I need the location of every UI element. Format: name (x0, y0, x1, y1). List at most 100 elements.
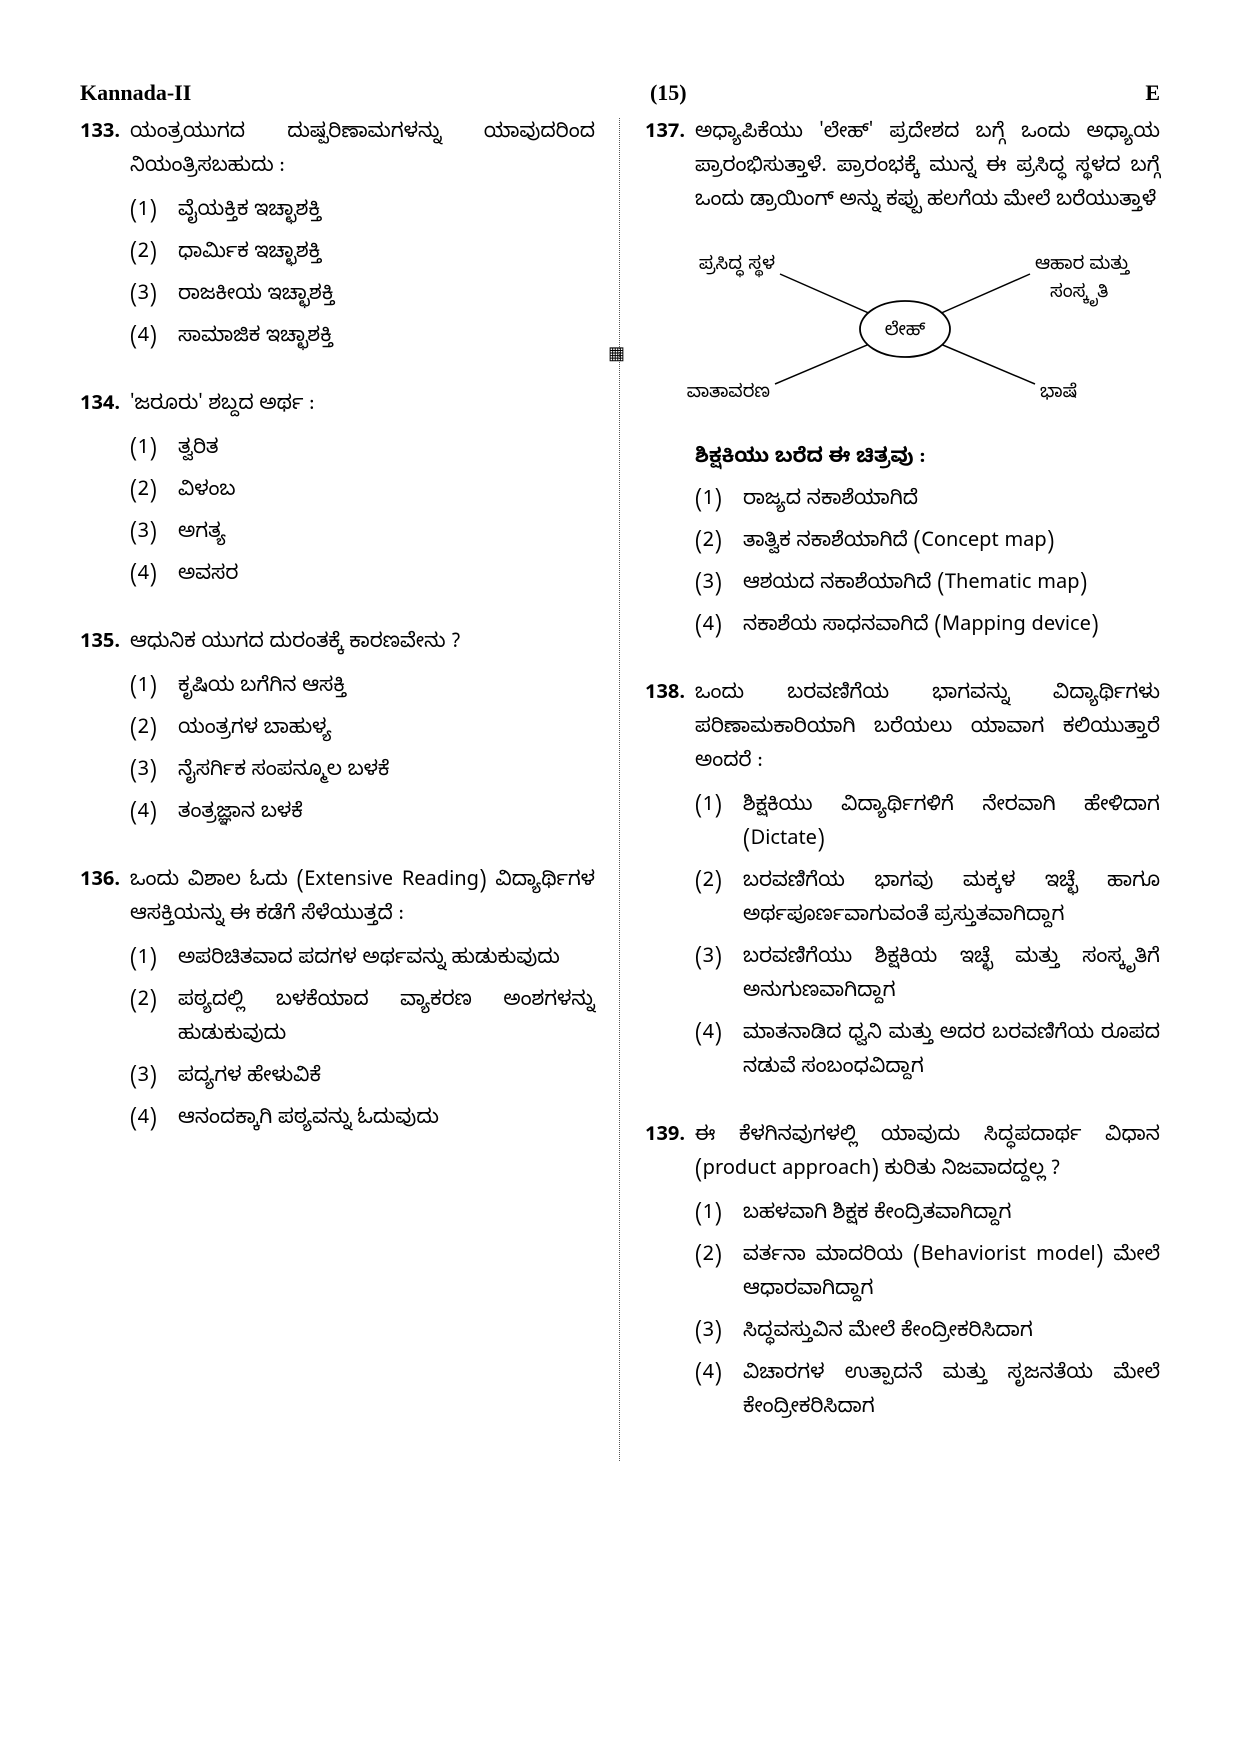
option-text: ನಕಾಶೆಯ ಸಾಧನವಾಗಿದೆ (Mapping device) (743, 611, 1160, 645)
option-number: (4) (130, 1104, 178, 1138)
option-number: (1) (130, 944, 178, 978)
question-subcaption: ಶಿಕ್ಷಕಿಯು ಬರೆದ ಈ ಚಿತ್ರವು : (695, 443, 1160, 477)
question-number: 133. (80, 118, 130, 364)
option-number: (4) (130, 798, 178, 832)
qr-icon: ▦ (608, 348, 632, 372)
question-body: ಒಂದು ಬರವಣಿಗೆಯ ಭಾಗವನ್ನು ವಿದ್ಯಾರ್ಥಿಗಳು ಪರಿ… (695, 679, 1160, 1095)
option-text: ಕೃಷಿಯ ಬಗೆಗಿನ ಆಸಕ್ತಿ (178, 672, 595, 706)
option: (2)ಪಠ್ಯದಲ್ಲಿ ಬಳಕೆಯಾದ ವ್ಯಾಕರಣ ಅಂಶಗಳನ್ನು ಹ… (130, 986, 595, 1054)
header-center: (15) (650, 80, 687, 106)
options-list: (1)ರಾಜ್ಯದ ನಕಾಶೆಯಾಗಿದೆ (2)ತಾತ್ವಿಕ ನಕಾಶೆಯಾಗ… (695, 485, 1160, 645)
question-text: ಅಧ್ಯಾಪಿಕೆಯು 'ಲೇಹ್' ಪ್ರದೇಶದ ಬಗ್ಗೆ ಒಂದು ಅಧ… (695, 118, 1160, 220)
option-text: ಪಠ್ಯದಲ್ಲಿ ಬಳಕೆಯಾದ ವ್ಯಾಕರಣ ಅಂಶಗಳನ್ನು ಹುಡು… (178, 986, 595, 1054)
option: (1)ತ್ವರಿತ (130, 434, 595, 468)
option: (2)ಧಾರ್ಮಿಕ ಇಚ್ಛಾಶಕ್ತಿ (130, 238, 595, 272)
option-number: (4) (695, 1359, 743, 1427)
options-list: (1)ತ್ವರಿತ (2)ವಿಳಂಬ (3)ಅಗತ್ಯ (4)ಅವಸರ (130, 434, 595, 594)
option: (1)ರಾಜ್ಯದ ನಕಾಶೆಯಾಗಿದೆ (695, 485, 1160, 519)
option: (3)ನೈಸರ್ಗಿಕ ಸಂಪನ್ಮೂಲ ಬಳಕೆ (130, 756, 595, 790)
svg-text:ಆಹಾರ ಮತ್ತು: ಆಹಾರ ಮತ್ತು (1035, 254, 1130, 279)
option-text: ವರ್ತನಾ ಮಾದರಿಯ (Behaviorist model) ಮೇಲೆ ಆ… (743, 1241, 1160, 1309)
option: (3)ಪದ್ಯಗಳ ಹೇಳುವಿಕೆ (130, 1062, 595, 1096)
option-number: (3) (130, 518, 178, 552)
option-text: ಸಾಮಾಜಿಕ ಇಚ್ಛಾಶಕ್ತಿ (178, 322, 595, 356)
option-text: ವೈಯಕ್ತಿಕ ಇಚ್ಛಾಶಕ್ತಿ (178, 196, 595, 230)
option: (4)ಅವಸರ (130, 560, 595, 594)
svg-text:ವಾತಾವರಣ: ವಾತಾವರಣ (687, 382, 770, 407)
option-number: (2) (695, 867, 743, 935)
svg-text:ಸಂಸ್ಕೃತಿ: ಸಂಸ್ಕೃತಿ (1050, 282, 1108, 307)
option-text: ಬರವಣಿಗೆಯು ಶಿಕ್ಷಕಿಯ ಇಚ್ಛೆ ಮತ್ತು ಸಂಸ್ಕೃತಿಗ… (743, 943, 1160, 1011)
option-number: (3) (695, 569, 743, 603)
option-number: (3) (695, 943, 743, 1011)
question-text: ಒಂದು ವಿಶಾಲ ಓದು (Extensive Reading) ವಿದ್ಯ… (130, 866, 595, 934)
option: (4)ಸಾಮಾಜಿಕ ಇಚ್ಛಾಶಕ್ತಿ (130, 322, 595, 356)
page-header: Kannada-II (15) E (80, 80, 1160, 106)
question-body: 'ಜರೂರು' ಶಬ್ದದ ಅರ್ಥ :(1)ತ್ವರಿತ(2)ವಿಳಂಬ(3)… (130, 390, 595, 602)
columns-wrapper: 133.ಯಂತ್ರಯುಗದ ದುಷ್ಪರಿಣಾಮಗಳನ್ನು ಯಾವುದರಿಂದ… (80, 118, 1160, 1461)
option-number: (4) (130, 560, 178, 594)
option-number: (1) (130, 672, 178, 706)
options-list: (1)ಅಪರಿಚಿತವಾದ ಪದಗಳ ಅರ್ಥವನ್ನು ಹುಡುಕುವುದು(… (130, 944, 595, 1138)
question: 134.'ಜರೂರು' ಶಬ್ದದ ಅರ್ಥ :(1)ತ್ವರಿತ(2)ವಿಳಂ… (80, 390, 595, 602)
option-text: ತಂತ್ರಜ್ಞಾನ ಬಳಕೆ (178, 798, 595, 832)
option-text: ಧಾರ್ಮಿಕ ಇಚ್ಛಾಶಕ್ತಿ (178, 238, 595, 272)
option: (3)ಸಿದ್ಧವಸ್ತುವಿನ ಮೇಲೆ ಕೇಂದ್ರೀಕರಿಸಿದಾಗ (695, 1317, 1160, 1351)
option: (1)ಬಹಳವಾಗಿ ಶಿಕ್ಷಕ ಕೇಂದ್ರಿತವಾಗಿದ್ದಾಗ (695, 1199, 1160, 1233)
right-column: 137.ಅಧ್ಯಾಪಿಕೆಯು 'ಲೇಹ್' ಪ್ರದೇಶದ ಬಗ್ಗೆ ಒಂದ… (645, 118, 1160, 1461)
question: 135.ಆಧುನಿಕ ಯುಗದ ದುರಂತಕ್ಕೆ ಕಾರಣವೇನು ?(1)ಕ… (80, 628, 595, 840)
question: 138.ಒಂದು ಬರವಣಿಗೆಯ ಭಾಗವನ್ನು ವಿದ್ಯಾರ್ಥಿಗಳು… (645, 679, 1160, 1095)
question-body: ಯಂತ್ರಯುಗದ ದುಷ್ಪರಿಣಾಮಗಳನ್ನು ಯಾವುದರಿಂದ ನಿಯ… (130, 118, 595, 364)
svg-text:ಪ್ರಸಿದ್ಧ ಸ್ಥಳ: ಪ್ರಸಿದ್ಧ ಸ್ಥಳ (699, 254, 775, 279)
option: (3)ಆಶಯದ ನಕಾಶೆಯಾಗಿದೆ (Thematic map) (695, 569, 1160, 603)
question-number: 135. (80, 628, 130, 840)
option-text: ತ್ವರಿತ (178, 434, 595, 468)
option-number: (2) (130, 986, 178, 1054)
option-text: ಅವಸರ (178, 560, 595, 594)
option-text: ನೈಸರ್ಗಿಕ ಸಂಪನ್ಮೂಲ ಬಳಕೆ (178, 756, 595, 790)
option-text: ಬರವಣಿಗೆಯ ಭಾಗವು ಮಕ್ಕಳ ಇಚ್ಛೆ ಹಾಗೂ ಅರ್ಥಪೂರ್… (743, 867, 1160, 935)
option-text: ಬಹಳವಾಗಿ ಶಿಕ್ಷಕ ಕೇಂದ್ರಿತವಾಗಿದ್ದಾಗ (743, 1199, 1160, 1233)
options-list: (1)ಕೃಷಿಯ ಬಗೆಗಿನ ಆಸಕ್ತಿ (2)ಯಂತ್ರಗಳ ಬಾಹುಳ್ಯ… (130, 672, 595, 832)
option: (2)ವಿಳಂಬ (130, 476, 595, 510)
question-body: ಅಧ್ಯಾಪಿಕೆಯು 'ಲೇಹ್' ಪ್ರದೇಶದ ಬಗ್ಗೆ ಒಂದು ಅಧ… (695, 118, 1160, 653)
option: (3)ರಾಜಕೀಯ ಇಚ್ಛಾಶಕ್ತಿ (130, 280, 595, 314)
option: (4)ವಿಚಾರಗಳ ಉತ್ಪಾದನೆ ಮತ್ತು ಸೃಜನತೆಯ ಮೇಲೆ ಕ… (695, 1359, 1160, 1427)
option: (3)ಬರವಣಿಗೆಯು ಶಿಕ್ಷಕಿಯ ಇಚ್ಛೆ ಮತ್ತು ಸಂಸ್ಕೃ… (695, 943, 1160, 1011)
option-number: (3) (130, 1062, 178, 1096)
option-text: ರಾಜಕೀಯ ಇಚ್ಛಾಶಕ್ತಿ (178, 280, 595, 314)
option-text: ವಿಳಂಬ (178, 476, 595, 510)
question-number: 136. (80, 866, 130, 1146)
question-body: ಒಂದು ವಿಶಾಲ ಓದು (Extensive Reading) ವಿದ್ಯ… (130, 866, 595, 1146)
question-number: 138. (645, 679, 695, 1095)
question-text: ಯಂತ್ರಯುಗದ ದುಷ್ಪರಿಣಾಮಗಳನ್ನು ಯಾವುದರಿಂದ ನಿಯ… (130, 118, 595, 186)
option: (3)ಅಗತ್ಯ (130, 518, 595, 552)
svg-text:ಭಾಷೆ: ಭಾಷೆ (1040, 382, 1077, 407)
option-number: (2) (130, 476, 178, 510)
question-number: 139. (645, 1121, 695, 1435)
option: (2)ವರ್ತನಾ ಮಾದರಿಯ (Behaviorist model) ಮೇಲ… (695, 1241, 1160, 1309)
option: (4)ತಂತ್ರಜ್ಞಾನ ಬಳಕೆ (130, 798, 595, 832)
option-number: (1) (695, 485, 743, 519)
option: (4)ಮಾತನಾಡಿದ ಧ್ವನಿ ಮತ್ತು ಅದರ ಬರವಣಿಗೆಯ ರೂಪ… (695, 1019, 1160, 1087)
option-text: ವಿಚಾರಗಳ ಉತ್ಪಾದನೆ ಮತ್ತು ಸೃಜನತೆಯ ಮೇಲೆ ಕೇಂದ… (743, 1359, 1160, 1427)
question: 139.ಈ ಕೆಳಗಿನವುಗಳಲ್ಲಿ ಯಾವುದು ಸಿದ್ಧಪದಾರ್ಥ … (645, 1121, 1160, 1435)
option: (2)ಯಂತ್ರಗಳ ಬಾಹುಳ್ಯ (130, 714, 595, 748)
option: (2)ತಾತ್ವಿಕ ನಕಾಶೆಯಾಗಿದೆ (Concept map) (695, 527, 1160, 561)
header-right: E (1145, 80, 1160, 106)
question: 133.ಯಂತ್ರಯುಗದ ದುಷ್ಪರಿಣಾಮಗಳನ್ನು ಯಾವುದರಿಂದ… (80, 118, 595, 364)
options-list: (1)ಶಿಕ್ಷಕಿಯು ವಿದ್ಯಾರ್ಥಿಗಳಿಗೆ ನೇರವಾಗಿ ಹೇಳ… (695, 791, 1160, 1087)
option: (1)ವೈಯಕ್ತಿಕ ಇಚ್ಛಾಶಕ್ತಿ (130, 196, 595, 230)
options-list: (1)ಬಹಳವಾಗಿ ಶಿಕ್ಷಕ ಕೇಂದ್ರಿತವಾಗಿದ್ದಾಗ (2)ವರ… (695, 1199, 1160, 1427)
svg-text:ಲೇಹ್: ಲೇಹ್ (885, 320, 926, 345)
option-number: (2) (695, 527, 743, 561)
question-text: ಈ ಕೆಳಗಿನವುಗಳಲ್ಲಿ ಯಾವುದು ಸಿದ್ಧಪದಾರ್ಥ ವಿಧಾ… (695, 1121, 1160, 1189)
question: 136.ಒಂದು ವಿಶಾಲ ಓದು (Extensive Reading) ವ… (80, 866, 595, 1146)
concept-map-diagram: ಲೇಹ್ ಪ್ರಸಿದ್ಧ ಸ್ಥಳ ಆಹಾರ ಮತ್ತು ಸಂಸ್ಕೃತಿ ವಾತಾವ… (665, 234, 1160, 429)
option-number: (4) (695, 611, 743, 645)
option-number: (3) (695, 1317, 743, 1351)
option: (1)ಕೃಷಿಯ ಬಗೆಗಿನ ಆಸಕ್ತಿ (130, 672, 595, 706)
option-number: (2) (130, 238, 178, 272)
option-text: ತಾತ್ವಿಕ ನಕಾಶೆಯಾಗಿದೆ (Concept map) (743, 527, 1160, 561)
option: (1)ಶಿಕ್ಷಕಿಯು ವಿದ್ಯಾರ್ಥಿಗಳಿಗೆ ನೇರವಾಗಿ ಹೇಳ… (695, 791, 1160, 859)
